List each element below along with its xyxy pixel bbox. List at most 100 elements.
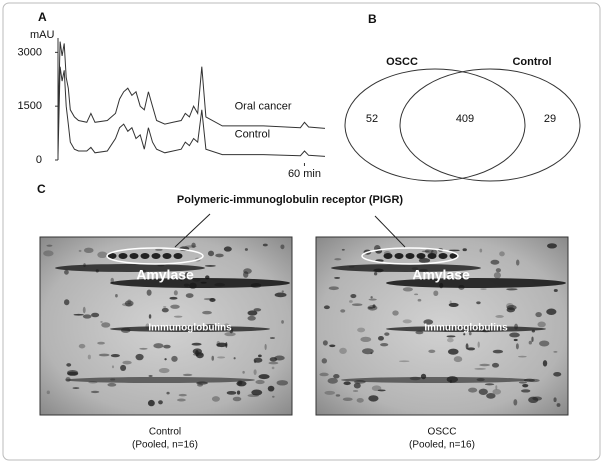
gel-spot (418, 257, 431, 263)
gel-spot (491, 362, 500, 368)
gel-spot (107, 253, 117, 259)
gel-spot (474, 367, 486, 370)
gel-spot (333, 374, 340, 379)
gel-spot (479, 363, 490, 367)
gel-spot (492, 349, 504, 354)
gel-spot (357, 327, 366, 333)
gel-spot (522, 383, 529, 388)
set-count: 29 (544, 113, 556, 125)
gel-spot (191, 342, 202, 346)
y-tick-label: 3000 (18, 46, 42, 58)
gel-spot (329, 344, 336, 348)
gel-spot (82, 314, 92, 319)
pointer (174, 213, 211, 248)
band-label: Amylase (136, 267, 194, 283)
gel-spot (173, 315, 183, 318)
gel-spot (87, 354, 91, 360)
gel-spot (515, 259, 520, 266)
gel-spot (542, 360, 548, 367)
panel-label: B (368, 12, 377, 26)
gel-spot (352, 390, 359, 392)
gel-spot (268, 361, 279, 365)
gel-spot (448, 249, 460, 252)
gel-spot (495, 315, 504, 318)
gel-spot (531, 336, 534, 342)
gel-spot (468, 387, 478, 393)
gel-spot (276, 380, 289, 386)
gel-spot (247, 315, 256, 321)
gel-spot (158, 368, 170, 374)
gel-spot (191, 242, 196, 248)
set-count: 52 (366, 113, 378, 125)
gel-spot (247, 310, 258, 316)
band-label: Amylase (412, 267, 470, 283)
gel-spot (479, 248, 483, 253)
gel-spot (377, 389, 386, 392)
gel-spot (447, 273, 451, 276)
gel-spot (129, 253, 139, 259)
gel-spot (178, 393, 187, 397)
gel-spot (211, 396, 220, 402)
gel-spot (462, 248, 467, 252)
gel-spot (280, 244, 285, 250)
set-count: 409 (456, 113, 474, 125)
gel-spot (162, 253, 172, 259)
gel-spot (232, 396, 242, 402)
gel-spot (556, 403, 561, 407)
gel-spot (202, 310, 212, 315)
gel-spot (368, 298, 377, 301)
gel-spot (341, 248, 345, 251)
gel-spot (537, 321, 546, 328)
gel-spot (506, 288, 518, 291)
gel-spot (342, 397, 353, 402)
gel-spot (339, 347, 347, 355)
gel-spot (353, 382, 361, 389)
gel-spot (43, 250, 54, 257)
y-tick-label: 1500 (18, 100, 42, 112)
gel-spot (486, 393, 496, 399)
gel-image: Amylase Immunoglobulins OSCC (Pooled, n=16) (315, 236, 569, 451)
gel-spot (349, 300, 353, 303)
gel-spot (334, 258, 342, 261)
gel-spot (459, 273, 466, 280)
series-label: Oral cancer (235, 100, 292, 112)
gel-spot (553, 289, 558, 292)
gel-band (386, 278, 566, 288)
gel-title: Polymeric-immunoglobulin receptor (PIGR) (177, 194, 403, 206)
pigr-outline (106, 247, 204, 265)
gel-spot (492, 388, 502, 395)
gel-spot (281, 290, 284, 293)
gel-spot (63, 299, 70, 306)
gel-spot (370, 296, 373, 299)
gel-spot (433, 290, 439, 297)
gel-spot (453, 356, 463, 363)
gel-spot (438, 253, 448, 259)
gel-spot (463, 333, 466, 336)
gel-spot (351, 303, 363, 307)
gel-spot (169, 296, 178, 300)
gel-spot (148, 314, 152, 319)
gel-spot (244, 248, 248, 251)
y-axis-label: mAU (30, 29, 55, 41)
gel-spot (139, 347, 148, 350)
gel-spot (423, 319, 434, 325)
gel-spot (124, 300, 134, 307)
gel-spot (546, 308, 557, 315)
gel-spot (177, 398, 186, 402)
trace (57, 41, 326, 129)
gel-spot (427, 253, 437, 259)
gel-spot (416, 253, 426, 259)
gel-spot (170, 304, 180, 309)
gel-spot (380, 343, 389, 347)
gel-spot (372, 304, 376, 309)
gel-spot (242, 370, 245, 374)
gel-spot (182, 373, 193, 377)
gel-spot (204, 265, 216, 267)
frame (2, 2, 601, 461)
gel-spot (209, 298, 216, 302)
gel-spot (237, 381, 243, 386)
gel-spot (428, 349, 436, 353)
gel-spot (163, 344, 171, 349)
gel-spot (448, 302, 459, 307)
gel-spot (506, 305, 517, 311)
